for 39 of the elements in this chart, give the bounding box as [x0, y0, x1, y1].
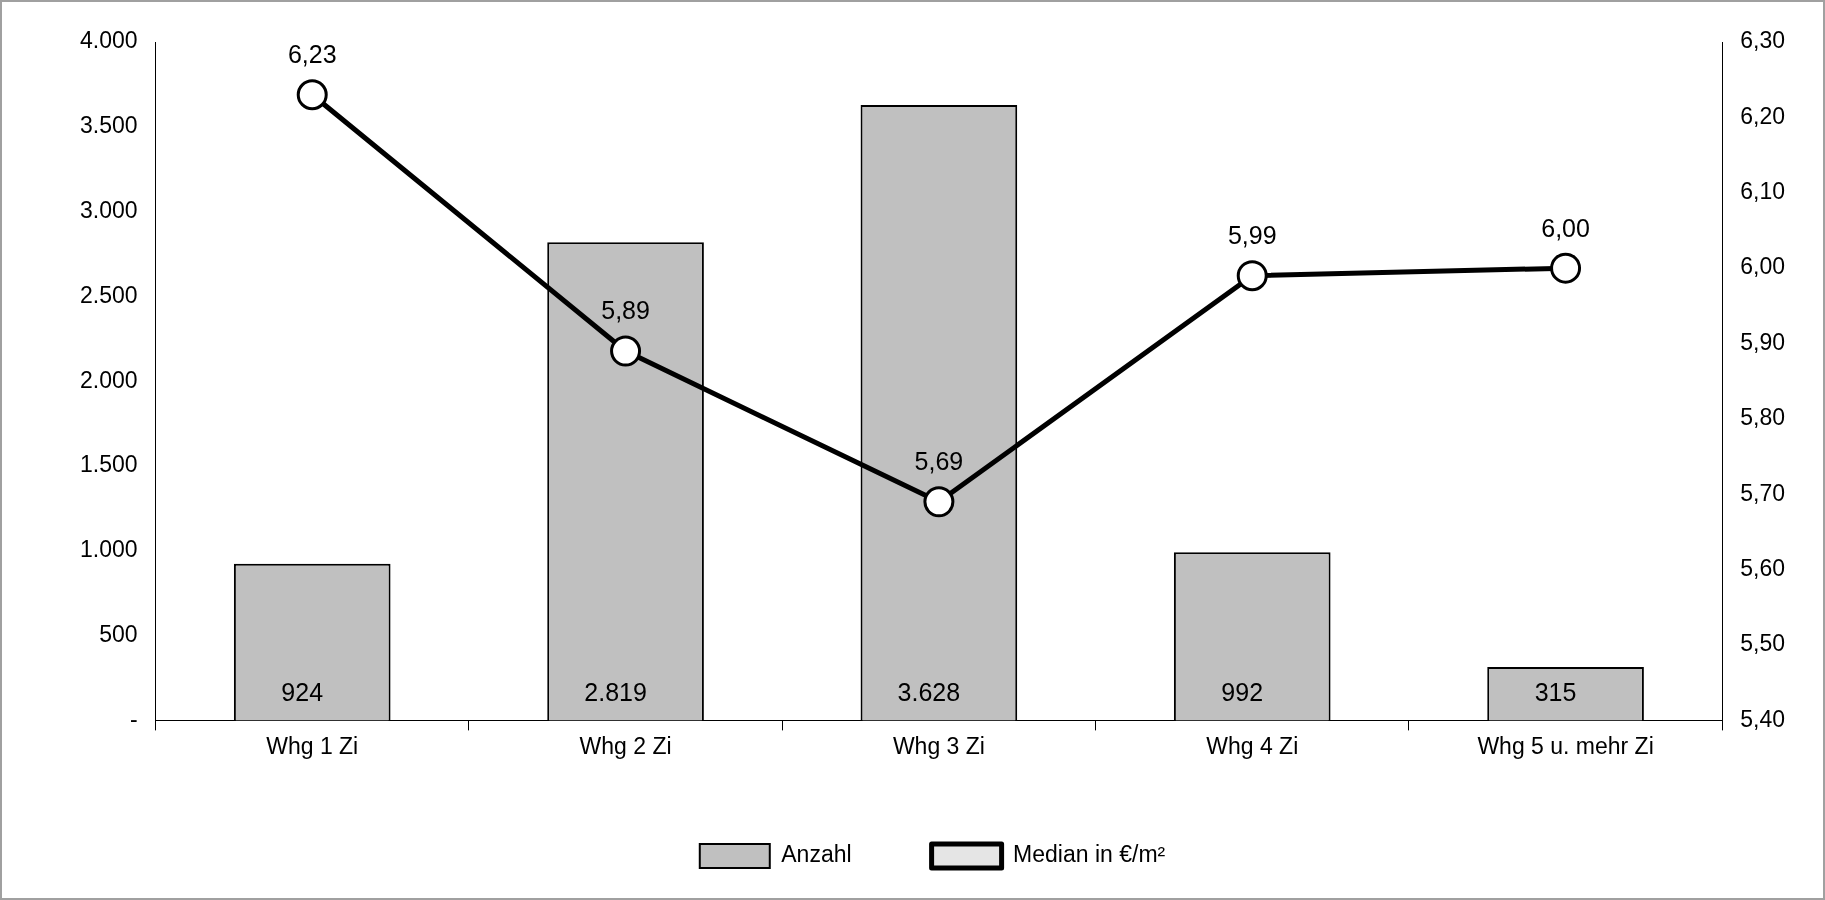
- x-tick-label: Whg 1 Zi: [266, 732, 359, 759]
- x-tick-label: Whg 4 Zi: [1206, 732, 1299, 759]
- data-label: 2.819: [584, 677, 647, 706]
- data-label: 5,69: [914, 447, 964, 476]
- x-tick-label: Whg 5 u. mehr Zi: [1477, 732, 1654, 759]
- y2-tick-label: 6,30: [1740, 27, 1785, 54]
- y-tick-label: 1.000: [79, 536, 138, 563]
- point: [1236, 260, 1268, 292]
- data-label: 315: [1534, 677, 1577, 706]
- y2-tick-label: 5,40: [1740, 705, 1785, 732]
- data-label: 5,89: [601, 296, 650, 325]
- y2-tick-label: 5,80: [1740, 404, 1785, 431]
- y-tick-label: 4.000: [79, 27, 138, 54]
- y-tick-label: 2.500: [79, 281, 138, 308]
- data-label: 992: [1221, 677, 1264, 706]
- y-tick-label: 2.000: [79, 366, 138, 393]
- y2-tick-label: 5,90: [1740, 328, 1785, 355]
- y2-tick-label: 5,60: [1740, 554, 1785, 581]
- y2-tick-label: 6,00: [1740, 253, 1785, 280]
- x-tick-label: Whg 3 Zi: [892, 732, 985, 759]
- data-label: 3.628: [897, 677, 961, 706]
- y-tick-label: 1.500: [79, 451, 138, 478]
- y-tick-label: 3.500: [79, 112, 138, 139]
- point: [923, 486, 955, 518]
- y2-tick-label: 6,10: [1740, 178, 1785, 205]
- y-tick-label: -: [129, 705, 138, 732]
- legend-label: Anzahl: [781, 841, 852, 868]
- data-label: 5,99: [1227, 221, 1277, 250]
- y-tick-label: 500: [99, 620, 138, 647]
- data-label: 6,23: [287, 40, 337, 69]
- y2-tick-label: 6,20: [1740, 102, 1785, 129]
- x-tick-label: Whg 2 Zi: [579, 732, 672, 759]
- data-label: 924: [281, 677, 324, 706]
- point: [610, 335, 642, 367]
- y-tick-label: 3.000: [79, 196, 138, 223]
- data-label: 6,00: [1541, 213, 1590, 242]
- legend-label: Median in €/m²: [1013, 841, 1166, 868]
- y2-tick-label: 5,70: [1740, 479, 1785, 506]
- y2-tick-label: 5,50: [1740, 630, 1785, 657]
